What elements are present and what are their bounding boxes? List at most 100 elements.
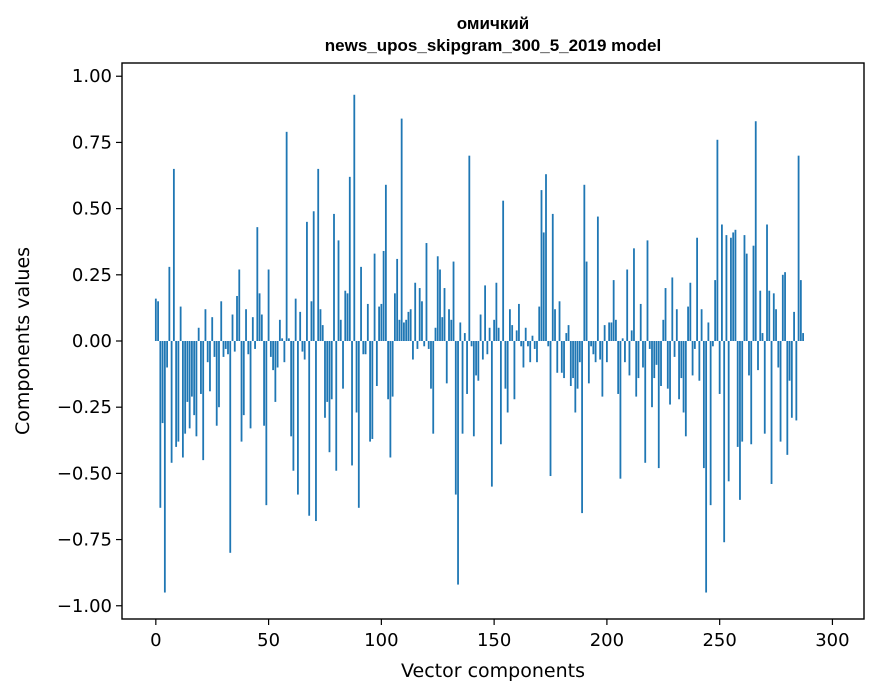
bar: [761, 333, 764, 341]
bar: [191, 341, 193, 397]
bar: [533, 341, 536, 349]
bar: [678, 341, 680, 400]
bar: [509, 309, 511, 341]
y-tick-label: 0.75: [72, 132, 112, 153]
bar: [777, 341, 780, 368]
bar: [301, 341, 304, 352]
bar: [718, 341, 721, 394]
bar: [184, 341, 187, 434]
bar: [518, 303, 520, 341]
y-tick-label: 0.25: [72, 265, 112, 286]
bar: [669, 341, 671, 405]
bar: [739, 341, 741, 500]
bar: [563, 341, 565, 379]
bar: [545, 174, 547, 341]
bar: [651, 341, 653, 408]
bar: [775, 309, 777, 341]
bar: [624, 341, 626, 363]
y-tick-label: −0.25: [57, 397, 112, 418]
bar: [254, 341, 256, 349]
bar: [644, 341, 647, 463]
bar: [481, 341, 484, 360]
bar: [725, 235, 728, 341]
bar: [242, 341, 245, 416]
bar: [348, 176, 351, 341]
bar: [193, 341, 196, 416]
bar: [671, 277, 674, 341]
bar: [716, 139, 719, 341]
bar: [619, 341, 622, 479]
bar: [551, 213, 554, 341]
bar: [425, 243, 428, 341]
bar: [748, 341, 750, 376]
bar: [772, 293, 775, 341]
bar: [732, 232, 735, 341]
bar: [344, 290, 347, 341]
bar: [536, 341, 538, 363]
bar: [529, 341, 532, 363]
bar: [362, 341, 365, 355]
bar: [757, 341, 759, 371]
bar: [477, 341, 480, 381]
bar: [754, 121, 757, 341]
bar: [673, 341, 676, 357]
bar: [698, 341, 701, 381]
bar: [450, 319, 453, 341]
bar: [655, 341, 658, 365]
bar: [502, 200, 505, 341]
bar: [639, 303, 642, 341]
bar: [558, 301, 561, 341]
bar: [472, 341, 475, 437]
bar: [642, 341, 644, 368]
bar: [240, 341, 243, 442]
bar: [581, 341, 583, 514]
bar: [714, 280, 717, 341]
bar: [391, 341, 394, 397]
bar: [163, 341, 166, 593]
bar: [355, 341, 358, 413]
bar: [741, 341, 744, 442]
bar: [578, 341, 581, 363]
bar: [556, 341, 559, 373]
bar: [236, 295, 238, 341]
bar: [766, 224, 768, 341]
bar: [409, 309, 412, 341]
bar: [432, 341, 435, 434]
bar: [285, 131, 288, 341]
y-tick-label: −0.75: [57, 530, 112, 551]
bar: [542, 232, 545, 341]
x-tick-label: 300: [815, 630, 849, 651]
bar: [612, 280, 615, 341]
x-tick-label: 200: [590, 630, 624, 651]
bar: [648, 341, 651, 349]
bar: [495, 282, 498, 341]
bar: [666, 341, 669, 389]
bar: [727, 341, 730, 482]
bar: [490, 341, 493, 487]
bar: [475, 341, 477, 376]
bar: [707, 322, 710, 341]
bar: [574, 341, 577, 413]
bar: [170, 341, 173, 463]
bar: [594, 341, 597, 363]
bar: [567, 325, 570, 341]
bar: [337, 240, 340, 341]
bar: [608, 322, 611, 341]
bar: [324, 341, 326, 418]
bar: [603, 325, 606, 341]
bar: [468, 155, 471, 341]
bar: [763, 341, 766, 434]
bar: [421, 301, 423, 341]
bar: [204, 309, 207, 341]
bar: [393, 293, 396, 341]
bar: [177, 341, 180, 442]
x-tick-label: 250: [702, 630, 736, 651]
bar: [587, 341, 590, 384]
bar: [238, 269, 241, 341]
bar: [635, 341, 638, 397]
bar: [229, 341, 232, 553]
bar: [721, 224, 723, 341]
bar: [506, 341, 509, 413]
bar: [366, 303, 369, 341]
